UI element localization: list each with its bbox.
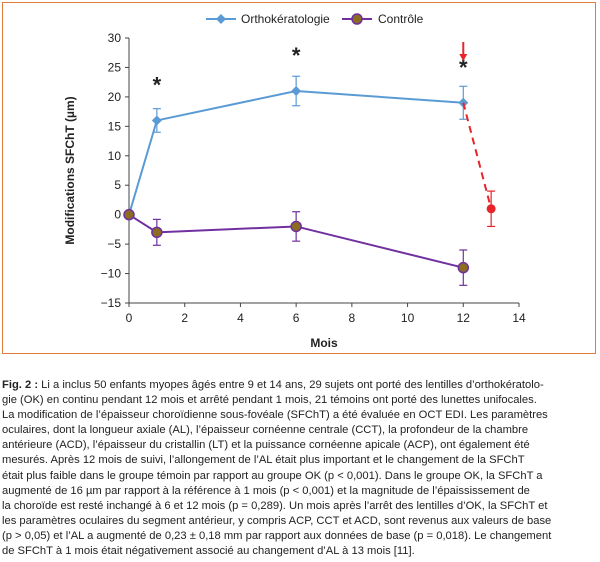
x-axis-label: Mois — [310, 336, 338, 350]
x-tick-label: 14 — [512, 311, 526, 325]
significance-star: * — [153, 72, 162, 97]
y-tick-label: 25 — [108, 60, 122, 74]
caption-line: mesurés. Après 12 mois de suivi, l’allon… — [2, 454, 525, 467]
significance-star: * — [459, 55, 468, 80]
caption-line: Li a inclus 50 enfants myopes âgés entre… — [41, 379, 544, 391]
y-tick-label: −10 — [101, 267, 122, 281]
caption-line: la choroïde est resté inchangé à 6 et 12… — [2, 499, 548, 512]
y-tick-label: 15 — [108, 119, 122, 133]
series-line-0 — [128, 89, 464, 215]
y-tick-label: 0 — [114, 208, 121, 222]
data-point-controle — [123, 208, 135, 221]
data-point-controle — [457, 261, 470, 274]
caption-line: antérieure (ACD), l’épaisseur du cristal… — [2, 439, 530, 452]
axes-layer: −15 −10 −5 0 5 10 15 20 25 30 0 2 4 6 8 10 12 14 Mois Modif… — [63, 31, 526, 350]
x-tick-label: 6 — [293, 311, 300, 325]
line-chart: −15 −10 −5 0 5 10 15 20 25 30 0 2 4 6 8 10 12 14 Mois Modif… — [63, 12, 526, 350]
chart-legend: Orthokératologie Contrôle — [206, 12, 424, 26]
y-tick-label: 30 — [108, 31, 122, 45]
caption-line: les paramètres oculaires du segment anté… — [2, 514, 552, 527]
y-tick-label: −5 — [107, 237, 121, 251]
figure-caption: Fig. 2 : Li a inclus 50 enfants myopes â… — [2, 378, 596, 559]
legend-marker-controle — [351, 13, 363, 25]
caption-line: oculaires, dont la longueur axiale (AL),… — [2, 424, 529, 437]
data-point-orthok — [151, 115, 162, 126]
y-tick-label: 20 — [108, 90, 122, 104]
x-tick-label: 0 — [126, 311, 133, 325]
significance-star: * — [292, 43, 301, 68]
legend-label-orthok: Orthokératologie — [241, 12, 330, 26]
y-tick-label: 5 — [114, 178, 121, 192]
figure-frame — [2, 2, 596, 354]
data-point-orthok — [291, 86, 302, 96]
after-stop-line — [462, 102, 493, 210]
series-line-1 — [128, 213, 464, 269]
x-tick-label: 8 — [349, 311, 356, 325]
y-tick-label: −15 — [101, 296, 122, 310]
caption-line: (p > 0,05) et l’AL a augmenté de 0,23 ± … — [2, 529, 552, 542]
caption-line: augmenté de 16 µm par rapport à la référ… — [2, 484, 530, 497]
after-stop-point — [486, 204, 496, 214]
series-layer: * * * — [123, 42, 496, 286]
data-point-controle — [290, 220, 302, 233]
caption-label: Fig. 2 : — [2, 379, 39, 391]
caption-line: gie (OK) en continu pendant 12 mois et a… — [2, 394, 537, 407]
legend-label-controle: Contrôle — [378, 12, 424, 26]
legend-marker-orthok — [216, 14, 226, 24]
x-tick-label: 10 — [401, 311, 415, 325]
stop-arrow-head — [459, 54, 468, 61]
caption-line: de SFChT à 1 mois était négativement ass… — [2, 545, 415, 558]
caption-line: était plus faible dans le groupe témoin … — [2, 469, 543, 482]
x-tick-label: 12 — [457, 311, 471, 325]
data-point-controle — [151, 226, 163, 239]
y-tick-label: 10 — [108, 149, 122, 163]
x-tick-label: 2 — [181, 311, 188, 325]
y-axis-label: Modifications SFChT (µm) — [63, 96, 77, 244]
caption-line: La modification de l’épaisseur choroïdie… — [2, 409, 548, 422]
x-tick-label: 4 — [237, 311, 244, 325]
